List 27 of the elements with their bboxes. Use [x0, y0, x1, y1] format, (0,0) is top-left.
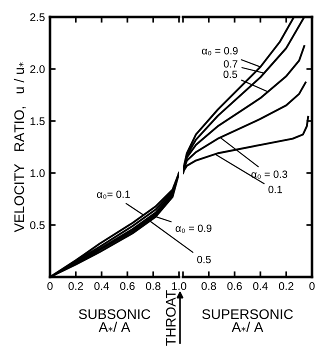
- annotation: α₀= 0.1: [97, 190, 130, 199]
- x-tick-label: 0: [309, 282, 315, 290]
- x-tick-label: 0.6: [120, 282, 135, 290]
- y-axis-title: VELOCITY RATIO, u / u$_{*}$: [14, 62, 26, 232]
- y-tick-label: 2.0: [30, 65, 45, 74]
- x-tick-label: 0.4: [94, 282, 109, 290]
- annotation: 0.7: [224, 60, 238, 68]
- text: THROAT: [166, 290, 176, 346]
- annotation: 0.5: [197, 256, 211, 264]
- annotation: α₀ = 0.9: [202, 47, 238, 56]
- x-tick-label: 0.8: [202, 282, 216, 290]
- y-tick-label: 1.0: [30, 169, 45, 178]
- y-tick-label: 0.5: [30, 221, 45, 230]
- x-tick-label: 0.4: [253, 282, 268, 290]
- x-tick-label: 0.2: [68, 282, 83, 290]
- y-tick-label: 2.5: [30, 13, 45, 22]
- annotation: 0.5: [224, 70, 238, 78]
- x-tick-label: 1.0: [172, 282, 186, 290]
- x-tick-label: 0.6: [227, 282, 242, 290]
- x-tick-label: 0: [47, 282, 53, 290]
- x-axis-title: SUPERSONIC A$_{*}$/ A: [202, 309, 293, 332]
- annotation: α₀ = 0.9: [176, 224, 212, 233]
- x-tick-label: 0.8: [146, 282, 160, 290]
- x-axis-title: SUBSONIC A$_{*}$/ A: [78, 309, 150, 332]
- y-tick-label: 1.5: [30, 117, 45, 126]
- x-tick-label: 0.2: [278, 282, 294, 290]
- annotation: 0.1: [268, 186, 282, 194]
